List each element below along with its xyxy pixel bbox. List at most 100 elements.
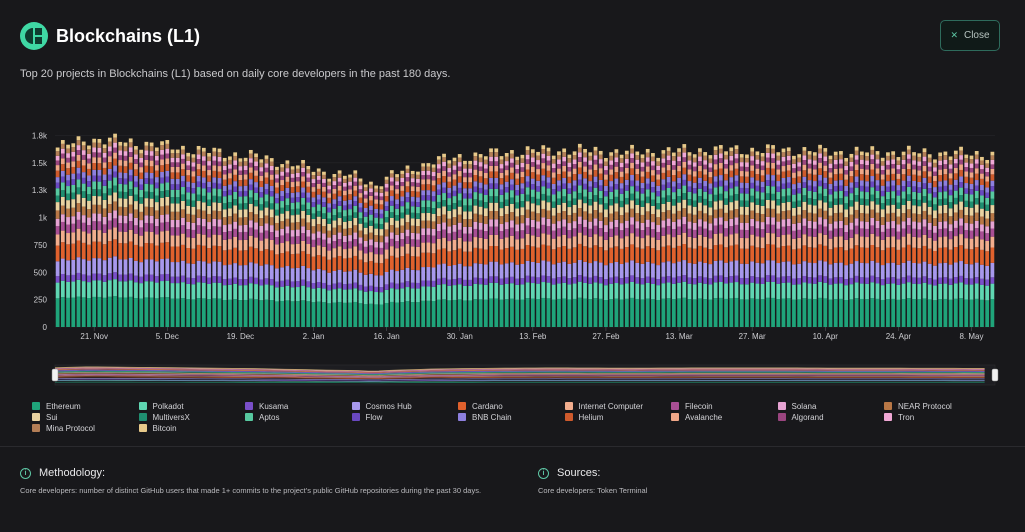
bar-segment xyxy=(828,230,833,239)
bar-segment xyxy=(572,168,577,175)
bar-segment xyxy=(306,173,311,178)
bar-segment xyxy=(337,225,342,233)
bar-segment xyxy=(264,189,269,195)
legend-item[interactable]: Ethereum xyxy=(32,401,139,411)
bar-segment xyxy=(546,147,551,152)
bar-segment xyxy=(781,282,786,299)
bar-segment xyxy=(729,202,734,211)
legend-item[interactable]: Flow xyxy=(351,412,459,422)
legend-item[interactable]: MultiversX xyxy=(138,412,246,422)
bar-segment xyxy=(536,262,540,278)
bar-segment xyxy=(113,210,117,219)
bar-segment xyxy=(452,250,457,266)
legend-item[interactable]: Filecoin xyxy=(671,401,778,411)
legend-item[interactable]: Aptos xyxy=(245,412,352,422)
bar-segment xyxy=(598,262,603,278)
bar-segment xyxy=(175,283,180,299)
bar-segment xyxy=(755,221,760,229)
bar-segment xyxy=(896,202,901,209)
bar-segment xyxy=(254,192,258,200)
bar-segment xyxy=(614,152,619,158)
bar-segment xyxy=(81,297,86,327)
bar-segment xyxy=(337,212,342,219)
legend-item[interactable]: Algorand xyxy=(777,412,885,422)
bar-segment xyxy=(483,299,488,327)
bar-segment xyxy=(353,288,358,302)
bar-segment xyxy=(510,246,514,263)
bar-segment xyxy=(948,284,953,300)
bar-segment xyxy=(974,228,979,237)
legend-item[interactable]: Internet Computer xyxy=(564,401,672,411)
bar-segment xyxy=(588,155,593,161)
bar-segment xyxy=(619,158,624,163)
bar-segment xyxy=(588,236,593,248)
bar-segment xyxy=(327,284,332,291)
bar-segment xyxy=(175,178,180,185)
bar-segment xyxy=(128,195,133,205)
bar-segment xyxy=(682,224,687,233)
bar-segment xyxy=(854,234,859,246)
bar-segment xyxy=(468,172,473,178)
legend-item[interactable]: Cosmos Hub xyxy=(351,401,459,411)
navigator-left-handle[interactable] xyxy=(51,368,59,382)
legend-item[interactable]: Bitcoin xyxy=(138,423,246,433)
bar-segment xyxy=(416,282,420,289)
bar-segment xyxy=(92,152,97,158)
legend-item[interactable]: Sui xyxy=(32,412,139,422)
bar-segment xyxy=(891,191,896,199)
legend-item[interactable]: Kusama xyxy=(245,401,352,411)
bar-segment xyxy=(342,175,347,179)
bar-segment xyxy=(186,205,191,214)
bar-segment xyxy=(316,224,321,232)
bar-segment xyxy=(374,199,379,204)
legend-item[interactable]: Avalanche xyxy=(671,412,778,422)
bar-segment xyxy=(776,160,781,165)
legend-item[interactable]: Tron xyxy=(884,412,991,422)
bar-segment xyxy=(426,184,431,191)
bar-segment xyxy=(348,283,352,290)
bar-segment xyxy=(906,163,911,170)
bar-segment xyxy=(123,297,128,327)
bar-segment xyxy=(55,234,60,246)
legend-item[interactable]: Mina Protocol xyxy=(32,423,139,433)
bar-segment xyxy=(765,244,770,261)
legend-item[interactable]: Helium xyxy=(564,412,672,422)
bar-segment xyxy=(985,159,990,164)
bar-segment xyxy=(922,165,927,172)
bar-segment xyxy=(635,164,640,169)
bar-segment xyxy=(959,164,963,170)
navigator-right-handle[interactable] xyxy=(991,368,999,382)
bar-segment xyxy=(363,253,368,263)
bar-segment xyxy=(410,182,415,187)
bar-segment xyxy=(311,283,316,289)
close-button[interactable]: ✕ Close xyxy=(940,20,1000,51)
legend-item[interactable]: Cardano xyxy=(458,401,565,411)
bar-segment xyxy=(478,284,483,300)
legend-swatch xyxy=(245,413,253,421)
bar-segment xyxy=(384,236,389,243)
bar-segment xyxy=(358,212,363,219)
bar-segment xyxy=(228,264,232,279)
bar-segment xyxy=(384,217,389,223)
bar-segment xyxy=(186,283,191,300)
bar-segment xyxy=(922,219,927,227)
bar-segment xyxy=(901,168,906,175)
bar-segment xyxy=(671,165,676,170)
bar-segment xyxy=(833,213,838,222)
bar-segment xyxy=(295,222,300,230)
legend-swatch xyxy=(671,413,679,421)
bar-segment xyxy=(149,223,154,232)
legend-item[interactable]: Polkadot xyxy=(138,401,246,411)
bar-segment xyxy=(191,263,196,279)
bar-segment xyxy=(379,263,384,276)
bar-segment xyxy=(718,168,723,176)
legend-item[interactable]: NEAR Protocol xyxy=(884,401,991,411)
bar-segment xyxy=(71,274,76,282)
bar-segment xyxy=(369,291,373,304)
bar-segment xyxy=(792,177,796,185)
bar-segment xyxy=(698,161,702,166)
legend-item[interactable]: BNB Chain xyxy=(458,412,565,422)
bar-segment xyxy=(656,217,661,226)
legend-item[interactable]: Solana xyxy=(777,401,885,411)
bar-segment xyxy=(416,302,420,327)
